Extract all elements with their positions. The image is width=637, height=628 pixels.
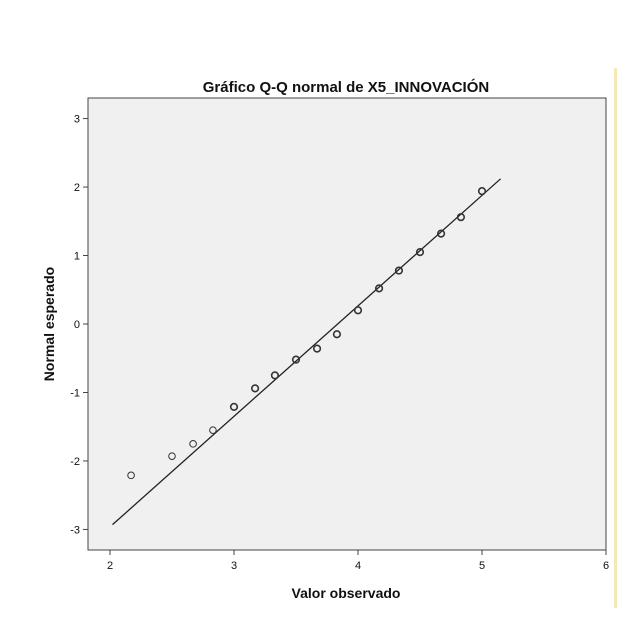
- reference-line: [112, 178, 502, 526]
- y-tick-label: -3: [70, 524, 80, 536]
- x-axis-title: Valor observado: [292, 585, 401, 601]
- data-point: [127, 471, 135, 480]
- x-tick-label: 2: [107, 560, 113, 572]
- y-tick-label: 2: [74, 182, 80, 194]
- x-tick-label: 6: [603, 560, 609, 572]
- x-axis: 2 3 4 5 6: [107, 550, 609, 572]
- x-tick-label: 5: [479, 560, 485, 572]
- window-edge: [614, 68, 617, 608]
- data-point: [291, 355, 301, 364]
- y-tick-label: -2: [70, 456, 80, 468]
- data-point: [229, 402, 239, 411]
- data-point: [394, 266, 404, 275]
- chart-title: Gráfico Q-Q normal de X5_INNOVACIÓN: [203, 78, 489, 96]
- x-tick-label: 3: [231, 560, 237, 572]
- y-tick-label: 3: [74, 114, 80, 126]
- y-axis: 3 2 1 0 -1 -2 -3: [70, 114, 88, 536]
- data-point: [436, 229, 446, 238]
- data-point: [456, 213, 466, 222]
- y-axis-title: Normal esperado: [41, 267, 57, 381]
- data-point: [353, 306, 363, 315]
- data-point: [189, 440, 197, 448]
- data-point: [209, 426, 217, 434]
- x-tick-label: 4: [355, 560, 361, 572]
- data-point: [312, 344, 322, 353]
- data-point: [415, 247, 425, 257]
- data-point: [374, 284, 384, 293]
- data-point: [168, 452, 176, 460]
- plot-area: [87, 97, 607, 551]
- data-point: [477, 187, 487, 196]
- data-point: [250, 384, 260, 393]
- data-point: [270, 371, 280, 380]
- data-points: [127, 187, 487, 480]
- y-tick-label: 0: [74, 319, 80, 331]
- data-point: [332, 330, 342, 339]
- y-tick-label: -1: [70, 387, 80, 399]
- y-tick-label: 1: [74, 251, 80, 263]
